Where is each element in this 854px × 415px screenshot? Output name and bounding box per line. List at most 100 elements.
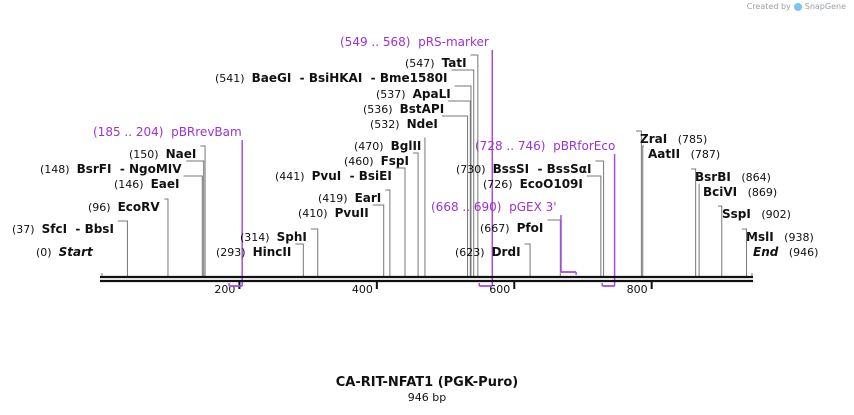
site-label-bsrbi[interactable]: BsrBI (864) <box>695 170 771 184</box>
site-leader-ecorv <box>164 198 169 276</box>
site-text[interactable]: (410) PvuII <box>298 206 369 220</box>
site-leader-ecoo109i <box>586 175 602 276</box>
enzyme-name: ApaLI <box>413 87 451 101</box>
site-position: (146) <box>114 178 144 191</box>
site-label-drdi[interactable]: (623) DrdI <box>455 245 521 259</box>
site-text[interactable]: (470) BglII <box>354 139 421 153</box>
site-text[interactable]: (293) HincII <box>216 245 291 259</box>
site-position: (541) <box>215 72 245 85</box>
site-label-tati[interactable]: (547) TatI <box>405 56 467 70</box>
site-label-sfci[interactable]: (37) SfcI - BbsI <box>12 222 114 236</box>
site-text[interactable]: MslI (938) <box>746 230 814 244</box>
primer-label[interactable]: (668 .. 690) pGEX 3' <box>431 200 557 214</box>
site-text[interactable]: (547) TatI <box>405 56 467 70</box>
site-text[interactable]: (667) PfoI <box>480 221 543 235</box>
site-text[interactable]: BsrBI (864) <box>695 170 771 184</box>
site-leader-apali <box>454 85 472 276</box>
site-label-pvuii[interactable]: (410) PvuII <box>298 206 369 220</box>
enzyme-name: EcoO109I <box>520 177 583 191</box>
site-label-naei[interactable]: (150) NaeI <box>129 147 196 161</box>
credit-prefix: Created by <box>746 2 791 11</box>
site-text[interactable]: (0) Start <box>36 245 94 259</box>
enzyme-name: NdeI <box>407 117 438 131</box>
primer-pbrforeco[interactable]: (728 .. 746) pBRforEco <box>475 139 615 153</box>
site-text[interactable]: (314) SphI <box>240 230 307 244</box>
site-text[interactable]: (623) DrdI <box>455 245 521 259</box>
site-text[interactable]: SspI (902) <box>722 207 791 221</box>
site-text[interactable]: (537) ApaLI <box>376 87 451 101</box>
site-text[interactable]: (37) SfcI - BbsI <box>12 222 114 236</box>
primer-pbrrevbam[interactable]: (185 .. 204) pBRrevBam <box>93 125 242 139</box>
site-text[interactable]: (536) BstAPI <box>363 102 444 116</box>
enzyme-name: BssSI <box>493 162 530 176</box>
credit-brand: SnapGene <box>804 2 846 11</box>
site-text[interactable]: End (946) <box>753 245 818 259</box>
site-position: (419) <box>318 192 348 205</box>
enzyme-name: BstAPI <box>400 102 445 116</box>
enzyme-name: End <box>753 245 779 259</box>
ruler-tick-label: 600 <box>489 283 510 296</box>
site-label-ecoo109i[interactable]: (726) EcoO109I <box>483 177 583 191</box>
site-label-aatii[interactable]: AatII (787) <box>648 147 720 161</box>
site-label-msli[interactable]: MslI (938) <box>746 230 814 244</box>
site-label-sphi[interactable]: (314) SphI <box>240 230 307 244</box>
site-label-ecorv[interactable]: (96) EcoRV <box>88 200 160 214</box>
site-text[interactable]: (541) BaeGI - BsiHKAI - Bme1580I <box>215 71 447 85</box>
site-leader-pvuii <box>372 204 385 276</box>
site-text[interactable]: (96) EcoRV <box>88 200 160 214</box>
enzyme-name: Bme1580I <box>380 71 448 85</box>
site-text[interactable]: AatII (787) <box>648 147 720 161</box>
site-text[interactable]: ZraI (785) <box>640 132 707 146</box>
separator: - <box>291 71 309 85</box>
site-text[interactable]: BciVI (869) <box>703 185 777 199</box>
site-label-apali[interactable]: (537) ApaLI <box>376 87 451 101</box>
site-label-zrai[interactable]: ZraI (785) <box>640 132 707 146</box>
site-label-eaei[interactable]: (146) EaeI <box>114 177 180 191</box>
site-label-hincii[interactable]: (293) HincII <box>216 245 291 259</box>
site-position: (864) <box>741 171 771 184</box>
site-leader-pfoi <box>547 219 561 276</box>
site-leader-ndei <box>441 115 469 276</box>
snapgene-logo-icon <box>793 2 802 11</box>
site-label-ndei[interactable]: (532) NdeI <box>370 117 438 131</box>
site-text[interactable]: (460) FspI <box>344 154 409 168</box>
site-label-end[interactable]: End (946) <box>753 245 818 259</box>
primer-prs-marker[interactable]: (549 .. 568) pRS-marker <box>340 35 489 49</box>
site-label-fspi[interactable]: (460) FspI <box>344 154 409 168</box>
primer-label[interactable]: (185 .. 204) pBRrevBam <box>93 125 242 139</box>
site-position: (532) <box>370 118 400 131</box>
site-leader-pvui <box>395 167 406 276</box>
enzyme-name: AatII <box>648 147 680 161</box>
site-text[interactable]: (419) EarI <box>318 191 381 205</box>
site-text[interactable]: (146) EaeI <box>114 177 180 191</box>
site-label-bsrfi[interactable]: (148) BsrFI - NgoMIV <box>40 162 182 176</box>
site-label-pvui[interactable]: (441) PvuI - BsiEI <box>275 169 392 183</box>
site-text[interactable]: (730) BssSI - BssSαI <box>456 162 591 176</box>
site-text[interactable]: (726) EcoO109I <box>483 177 583 191</box>
site-position: (623) <box>455 246 485 259</box>
enzyme-name: BsiEI <box>359 169 392 183</box>
map-title-block: CA-RIT-NFAT1 (PGK-Puro) 946 bp <box>0 375 854 404</box>
site-text[interactable]: (150) NaeI <box>129 147 196 161</box>
primer-arrows <box>228 271 615 287</box>
site-position: (869) <box>748 186 778 199</box>
site-text[interactable]: (148) BsrFI - NgoMIV <box>40 162 182 176</box>
primer-label[interactable]: (728 .. 746) pBRforEco <box>475 139 615 153</box>
separator: - <box>341 169 359 183</box>
site-label-bsssi[interactable]: (730) BssSI - BssSαI <box>456 162 591 176</box>
primer-label[interactable]: (549 .. 568) pRS-marker <box>340 35 489 49</box>
site-label-eari[interactable]: (419) EarI <box>318 191 381 205</box>
site-label-sspi[interactable]: SspI (902) <box>722 207 791 221</box>
site-label-start[interactable]: (0) Start <box>36 245 94 259</box>
site-label-pfoi[interactable]: (667) PfoI <box>480 221 543 235</box>
site-label-bglii[interactable]: (470) BglII <box>354 139 421 153</box>
primer-range: (185 .. 204) <box>93 125 163 139</box>
sequence-backbone[interactable] <box>100 275 753 283</box>
site-label-bstapi[interactable]: (536) BstAPI <box>363 102 444 116</box>
primer-pgex3[interactable]: (668 .. 690) pGEX 3' <box>431 200 557 214</box>
site-label-bcivi[interactable]: BciVI (869) <box>703 185 777 199</box>
site-text[interactable]: (532) NdeI <box>370 117 438 131</box>
site-position: (0) <box>36 246 52 259</box>
site-text[interactable]: (441) PvuI - BsiEI <box>275 169 392 183</box>
site-label-baegi[interactable]: (541) BaeGI - BsiHKAI - Bme1580I <box>215 71 447 85</box>
